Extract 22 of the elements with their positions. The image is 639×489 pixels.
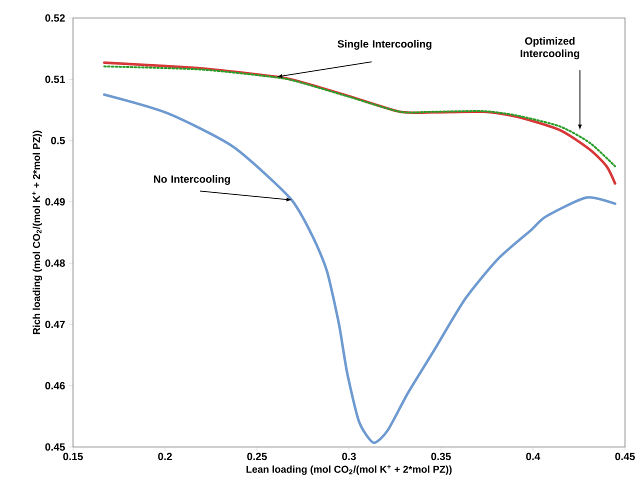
x-axis-title: Lean loading (mol CO$_{2}$/(mol K$^{+}$ + 2*mol PZ)) bbox=[246, 465, 452, 475]
x-tick-label: 0.3 bbox=[342, 452, 356, 460]
x-tick-label: 0.45 bbox=[615, 452, 635, 460]
annotation: No Intercooling bbox=[154, 175, 230, 185]
y-tick-label: 0.46 bbox=[45, 382, 65, 390]
y-tick-label: 0.51 bbox=[45, 76, 65, 83]
x-tick-label: 0.35 bbox=[431, 452, 451, 460]
x-tick-label: 0.4 bbox=[526, 452, 540, 460]
y-tick-label: 0.47 bbox=[45, 320, 65, 328]
annotation: Optimized Intercooling bbox=[520, 37, 580, 60]
y-tick-label: 0.52 bbox=[45, 14, 65, 22]
annotation: Single Intercooling bbox=[338, 40, 432, 50]
x-tick-label: 0.15 bbox=[63, 452, 83, 460]
y-tick-label: 0.45 bbox=[45, 443, 65, 451]
x-tick-label: 0.25 bbox=[247, 452, 267, 460]
y-tick-label: 0.49 bbox=[45, 198, 65, 206]
y-axis-title: Rich loading (mol CO$_{2}$/(mol K$^{+}$ + 2*mol PZ)) bbox=[32, 130, 42, 334]
y-tick-label: 0.5 bbox=[51, 136, 65, 144]
x-tick-label: 0.2 bbox=[158, 452, 172, 460]
line-series bbox=[102, 93, 616, 444]
y-tick-label: 0.48 bbox=[45, 259, 65, 267]
line-series bbox=[103, 65, 616, 168]
